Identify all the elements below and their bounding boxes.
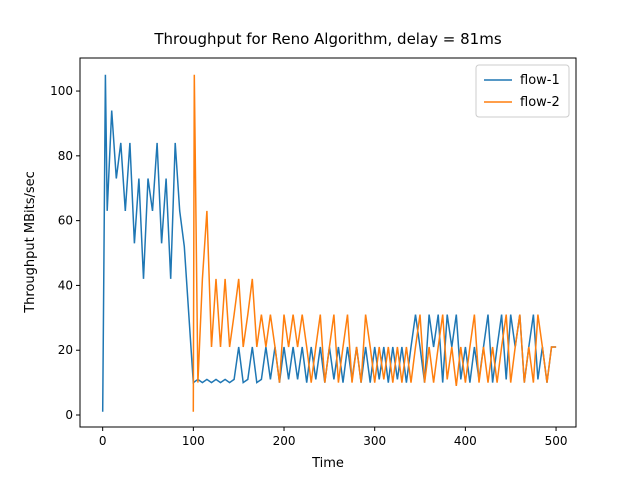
y-tick-label: 40 [58, 278, 73, 292]
y-tick-label: 100 [50, 84, 73, 98]
y-tick-label: 20 [58, 343, 73, 357]
plot-frame [79, 57, 577, 428]
y-tick-label: 60 [58, 214, 73, 228]
y-axis-label: Throughput MBits/sec [23, 171, 38, 314]
x-axis-label: Time [311, 456, 344, 471]
x-tick-label: 300 [363, 434, 386, 448]
legend-label: flow-1 [520, 73, 560, 88]
y-tick-label: 0 [65, 408, 73, 422]
x-tick-label: 100 [182, 434, 205, 448]
legend-label: flow-2 [520, 95, 560, 110]
chart-title: Throughput for Reno Algorithm, delay = 8… [153, 30, 502, 48]
x-tick-label: 500 [545, 434, 568, 448]
x-tick-label: 200 [273, 434, 296, 448]
x-tick-label: 400 [454, 434, 477, 448]
legend-box [475, 64, 570, 118]
x-tick-label: 0 [99, 434, 107, 448]
series-line [192, 74, 557, 412]
y-tick-label: 80 [58, 149, 73, 163]
